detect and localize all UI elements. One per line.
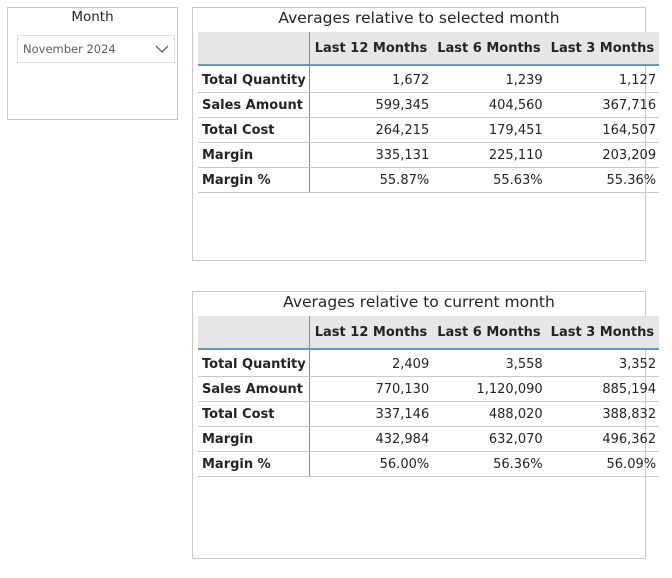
table-cell: 599,345 xyxy=(309,92,433,118)
table-cell: 164,507 xyxy=(545,117,660,143)
table-cell: 337,146 xyxy=(309,401,433,427)
table-cell: 1,239 xyxy=(432,65,546,93)
table-cell: 885,194 xyxy=(545,376,660,402)
table-cell: 56.36% xyxy=(432,451,546,477)
table-cell: 179,451 xyxy=(432,117,546,143)
column-header-last-3-months[interactable]: Last 3 Months xyxy=(545,32,660,66)
row-header: Margin % xyxy=(198,451,310,477)
column-header-last-3-months[interactable]: Last 3 Months xyxy=(545,316,660,350)
table-row: Total Cost 337,146 488,020 388,832 xyxy=(198,401,660,427)
table-cell: 488,020 xyxy=(432,401,546,427)
table-cell: 632,070 xyxy=(432,426,546,452)
table-cell: 770,130 xyxy=(309,376,433,402)
row-header: Margin xyxy=(198,426,310,452)
table-row: Sales Amount 599,345 404,560 367,716 xyxy=(198,92,660,118)
column-header-last-12-months[interactable]: Last 12 Months xyxy=(309,32,433,66)
table-cell: 55.87% xyxy=(309,167,433,193)
table-row: Margin 335,131 225,110 203,209 xyxy=(198,142,660,168)
table-cell: 496,362 xyxy=(545,426,660,452)
table-title: Averages relative to current month xyxy=(283,293,555,311)
table-cell: 56.00% xyxy=(309,451,433,477)
month-slicer: Month November 2024 xyxy=(7,7,178,120)
column-header-last-6-months[interactable]: Last 6 Months xyxy=(432,32,546,66)
table-cell: 203,209 xyxy=(545,142,660,168)
averages-selected-matrix: Last 12 Months Last 6 Months Last 3 Mont… xyxy=(198,32,660,193)
table-cell: 225,110 xyxy=(432,142,546,168)
table-cell: 56.09% xyxy=(545,451,660,477)
table-row: Sales Amount 770,130 1,120,090 885,194 xyxy=(198,376,660,402)
corner-header xyxy=(198,32,310,66)
table-cell: 388,832 xyxy=(545,401,660,427)
row-header: Total Quantity xyxy=(198,349,310,377)
row-header: Margin % xyxy=(198,167,310,193)
table-cell: 55.63% xyxy=(432,167,546,193)
row-header: Total Cost xyxy=(198,117,310,143)
row-header: Total Cost xyxy=(198,401,310,427)
column-header-last-6-months[interactable]: Last 6 Months xyxy=(432,316,546,350)
table-cell: 2,409 xyxy=(309,349,433,377)
column-header-last-12-months[interactable]: Last 12 Months xyxy=(309,316,433,350)
chevron-down-icon xyxy=(155,45,169,53)
table-cell: 3,352 xyxy=(545,349,660,377)
table-cell: 432,984 xyxy=(309,426,433,452)
table-row: Margin % 56.00% 56.36% 56.09% xyxy=(198,451,660,477)
table-title: Averages relative to selected month xyxy=(278,9,560,27)
table-cell: 1,120,090 xyxy=(432,376,546,402)
averages-selected-month-card: Averages relative to selected month Last… xyxy=(192,7,660,261)
table-cell: 3,558 xyxy=(432,349,546,377)
row-header: Sales Amount xyxy=(198,92,310,118)
corner-header xyxy=(198,316,310,350)
table-row: Margin % 55.87% 55.63% 55.36% xyxy=(198,167,660,193)
table-cell: 264,215 xyxy=(309,117,433,143)
averages-current-matrix: Last 12 Months Last 6 Months Last 3 Mont… xyxy=(198,316,660,477)
header-row: Last 12 Months Last 6 Months Last 3 Mont… xyxy=(198,32,660,66)
slicer-title: Month xyxy=(71,9,114,25)
table-cell: 404,560 xyxy=(432,92,546,118)
header-row: Last 12 Months Last 6 Months Last 3 Mont… xyxy=(198,316,660,350)
averages-current-month-card: Averages relative to current month Last … xyxy=(192,291,660,559)
table-cell: 335,131 xyxy=(309,142,433,168)
month-dropdown-value: November 2024 xyxy=(23,42,116,56)
table-cell: 1,672 xyxy=(309,65,433,93)
table-cell: 1,127 xyxy=(545,65,660,93)
table-cell: 55.36% xyxy=(545,167,660,193)
row-header: Margin xyxy=(198,142,310,168)
table-cell: 367,716 xyxy=(545,92,660,118)
month-dropdown[interactable]: November 2024 xyxy=(17,35,175,63)
row-header: Total Quantity xyxy=(198,65,310,93)
table-row: Margin 432,984 632,070 496,362 xyxy=(198,426,660,452)
table-row: Total Cost 264,215 179,451 164,507 xyxy=(198,117,660,143)
table-row: Total Quantity 1,672 1,239 1,127 xyxy=(198,65,660,93)
row-header: Sales Amount xyxy=(198,376,310,402)
table-row: Total Quantity 2,409 3,558 3,352 xyxy=(198,349,660,377)
